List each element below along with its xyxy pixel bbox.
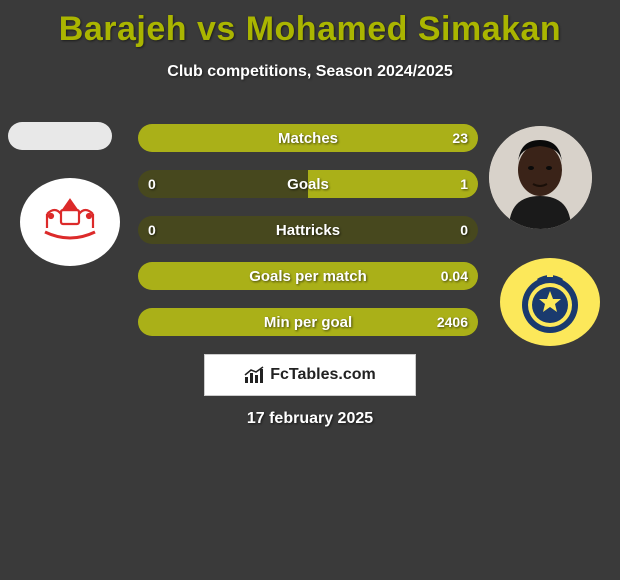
stat-value-right: 0.04: [441, 268, 468, 284]
fctables-logo[interactable]: FcTables.com: [204, 354, 416, 396]
crest-left-icon: [35, 192, 105, 252]
stat-label: Min per goal: [264, 314, 352, 331]
stat-value-left: 0: [148, 222, 156, 238]
stat-bar: Min per goal 2406: [138, 308, 478, 336]
stats-bars: Matches 23 0 Goals 1 0 Hattricks 0 Goals per mat…: [138, 124, 478, 354]
chart-icon: [244, 366, 266, 384]
stat-bar: 0 Hattricks 0: [138, 216, 478, 244]
stat-bar: 0 Goals 1: [138, 170, 478, 198]
stat-value-right: 1: [460, 176, 468, 192]
crest-right-icon: [515, 267, 585, 337]
stat-label: Goals per match: [249, 268, 367, 285]
club-right-crest: [500, 258, 600, 346]
stat-label: Matches: [278, 130, 338, 147]
stat-bar: Goals per match 0.04: [138, 262, 478, 290]
logo-text: FcTables.com: [270, 366, 376, 384]
comparison-subtitle: Club competitions, Season 2024/2025: [0, 63, 620, 81]
comparison-title: Barajeh vs Mohamed Simakan: [0, 0, 620, 49]
club-left-crest: [20, 178, 120, 266]
stat-value-right: 23: [452, 130, 468, 146]
comparison-date: 17 february 2025: [0, 410, 620, 428]
stat-label: Goals: [287, 176, 329, 193]
stat-label: Hattricks: [276, 222, 340, 239]
stat-value-right: 2406: [437, 314, 468, 330]
stat-value-right: 0: [460, 222, 468, 238]
player-right-avatar: [489, 126, 592, 229]
stat-bar: Matches 23: [138, 124, 478, 152]
bar-fill: [308, 170, 478, 198]
player-right-photo-icon: [489, 126, 592, 229]
player-left-avatar: [8, 122, 112, 150]
stat-value-left: 0: [148, 176, 156, 192]
